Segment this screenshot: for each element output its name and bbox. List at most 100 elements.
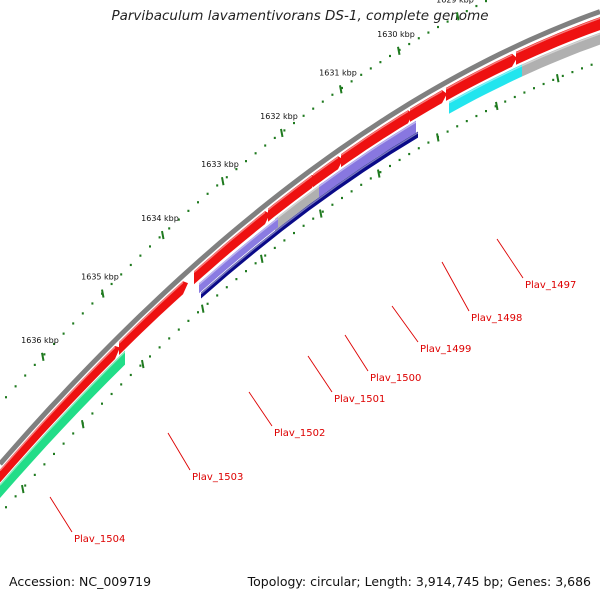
scale-label: 1631 kbp — [319, 68, 357, 77]
lower-major-tick — [81, 419, 85, 429]
lower-dot — [398, 158, 401, 162]
gene-label: Plav_1498 — [471, 313, 522, 324]
scale-dot — [273, 136, 276, 140]
scale-label: 1632 kbp — [260, 112, 298, 121]
lower-dot — [120, 383, 123, 386]
lower-dot — [494, 105, 497, 108]
lower-major-tick — [436, 133, 440, 142]
backbone-line — [0, 9, 600, 466]
lower-dot — [504, 100, 507, 103]
lower-dot — [245, 270, 247, 273]
scale-dot — [81, 312, 84, 315]
scale-major-tick — [456, 12, 460, 21]
forward-cds-arrow — [119, 281, 188, 355]
scale-dot — [360, 73, 363, 76]
scale-dot — [120, 273, 123, 276]
scale-dot — [216, 184, 219, 187]
lower-dot — [168, 337, 171, 340]
scale-dot — [264, 144, 267, 147]
forward-cds-arrow-shine — [409, 90, 443, 111]
scale-dot — [408, 42, 411, 46]
lower-dot — [53, 452, 55, 456]
scale-dot — [197, 201, 199, 204]
scale-dot — [293, 121, 295, 125]
scale-dot — [389, 54, 391, 58]
reverse-cds-track — [0, 32, 600, 498]
scale-major-tick — [221, 177, 225, 186]
lower-dot — [590, 63, 593, 66]
label-leader-line — [167, 432, 191, 471]
gene-plav-1501-arrow — [199, 217, 278, 294]
lower-dot — [62, 442, 65, 445]
lower-dot — [283, 239, 286, 242]
forward-cds-arrow — [341, 110, 413, 168]
lower-dot — [293, 231, 295, 235]
scale-dot — [379, 61, 382, 64]
scale-dot — [225, 176, 228, 179]
scale-major-tick — [397, 46, 401, 56]
reverse-cds-arrow — [522, 32, 600, 77]
scale-dot — [437, 25, 439, 29]
lower-dot — [446, 130, 449, 133]
scale-dot — [341, 86, 343, 90]
gene-plav-1500-arrow — [319, 120, 416, 198]
forward-cds-arrow — [313, 156, 343, 188]
scale-dot — [465, 9, 468, 13]
scale-major-tick — [41, 352, 45, 362]
scale-dot — [24, 374, 27, 377]
scale-dot — [149, 245, 151, 248]
lower-dot — [417, 147, 420, 150]
scale-dot — [129, 263, 132, 267]
scale-dot — [5, 396, 7, 399]
gene-plav-1504-arrow — [0, 350, 125, 498]
lower-major-tick — [21, 484, 25, 494]
lower-tick-track — [5, 63, 593, 509]
scale-major-tick — [339, 85, 343, 94]
genome-summary-text: Topology: circular; Length: 3,914,745 bp… — [247, 574, 591, 589]
lower-dot — [513, 95, 516, 99]
scale-dot — [283, 129, 286, 132]
label-leader-line — [49, 496, 73, 533]
scale-dot — [331, 93, 334, 96]
label-leader-line — [441, 261, 470, 312]
forward-cds-arrow-shine — [445, 54, 513, 90]
lower-dot — [360, 183, 363, 186]
lower-dot — [456, 125, 459, 128]
scale-dot — [350, 80, 353, 83]
scale-dot — [475, 4, 478, 8]
scale-label: 1633 kbp — [201, 160, 239, 169]
forward-cds-arrow — [194, 211, 270, 285]
lower-dot — [216, 294, 219, 297]
lower-dot — [321, 210, 324, 213]
forward-cds-arrow-shine — [515, 17, 600, 54]
gene-plav-1497-arrow-shine — [448, 65, 523, 104]
scale-dot — [110, 282, 113, 286]
gene-label: Plav_1499 — [420, 344, 471, 355]
lower-dot — [302, 224, 305, 227]
reverse-cds-arrow-shine — [274, 183, 323, 221]
forward-cds-arrow-shine — [312, 156, 339, 176]
gene-plav-1501-arrow-shine — [198, 217, 279, 286]
lower-dot — [581, 67, 583, 70]
lower-dot — [427, 141, 430, 144]
scale-dot — [485, 0, 487, 3]
scale-dot — [302, 114, 305, 117]
forward-cds-arrow — [268, 174, 317, 222]
scale-dot — [158, 236, 161, 239]
scale-label: 1629 kbp — [436, 0, 474, 4]
scale-dot — [427, 31, 430, 34]
lower-dot — [552, 78, 555, 81]
lower-dot — [264, 254, 267, 257]
forward-cds-arrow-shine — [118, 281, 184, 344]
lower-dot — [331, 203, 334, 206]
gene-label: Plav_1503 — [192, 472, 243, 483]
label-leader-line — [307, 355, 333, 393]
lower-dot — [312, 217, 315, 220]
gene-plav-1499-arrow-shine — [200, 132, 419, 295]
forward-cds-arrow-shine — [193, 211, 266, 273]
scale-dot — [91, 302, 94, 305]
scale-dot — [187, 209, 190, 212]
scale-major-tick — [161, 230, 165, 240]
scale-dot — [168, 227, 171, 230]
